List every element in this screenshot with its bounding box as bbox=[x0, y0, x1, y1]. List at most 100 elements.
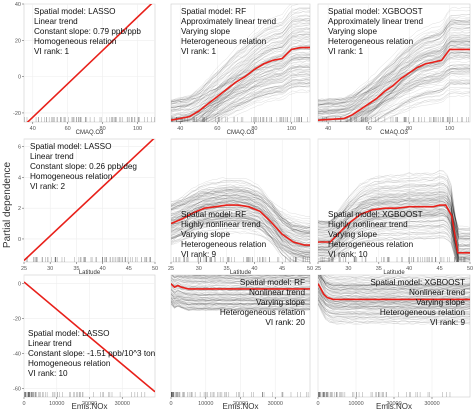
ice-curve bbox=[320, 275, 470, 287]
annotation-line: Constant slope: 0.26 ppb/deg bbox=[30, 162, 137, 171]
ice-curve bbox=[318, 41, 470, 102]
ice-curve bbox=[318, 209, 470, 262]
ice-curve bbox=[318, 294, 470, 308]
annotation-line: Spatial model: RF bbox=[240, 278, 305, 287]
ice-curve bbox=[318, 186, 470, 235]
ice-curve bbox=[171, 202, 310, 240]
ice-curve bbox=[318, 40, 470, 101]
ice-curve bbox=[318, 21, 470, 106]
ice-curve bbox=[171, 293, 310, 300]
plot-area bbox=[318, 275, 470, 397]
ice-curve bbox=[318, 231, 470, 261]
x-tick-label: 80 bbox=[100, 126, 106, 132]
x-tick-label: 60 bbox=[65, 126, 71, 132]
ice-curve bbox=[318, 283, 470, 304]
ice-curve bbox=[318, 285, 470, 299]
annotation-line: Varying slope bbox=[256, 298, 305, 307]
panel-4: 25 30 35 40 45 50 Latitude Spatial model: RFHig… bbox=[168, 138, 313, 276]
ice-curve bbox=[318, 200, 470, 228]
ice-curve bbox=[171, 194, 310, 247]
ice-curve bbox=[318, 20, 470, 120]
ice-curve bbox=[318, 219, 458, 262]
ice-curve bbox=[318, 215, 458, 262]
ice-curve bbox=[318, 275, 470, 298]
ice-curve bbox=[318, 28, 470, 112]
ice-curve bbox=[318, 224, 470, 256]
ice-curve bbox=[358, 68, 470, 122]
ice-curve bbox=[171, 213, 310, 238]
ice-curve bbox=[171, 197, 310, 256]
ice-curve bbox=[171, 65, 310, 119]
ice-curve bbox=[185, 275, 303, 276]
ice-curve bbox=[318, 199, 470, 240]
x-tick-label: 80 bbox=[251, 126, 257, 132]
x-tick-label: 40 bbox=[406, 266, 412, 272]
ice-curve bbox=[318, 20, 470, 111]
ice-curve bbox=[318, 303, 470, 323]
pd-line bbox=[171, 204, 310, 246]
ice-curve bbox=[171, 73, 310, 117]
ice-curve bbox=[171, 179, 310, 232]
ice-curve bbox=[353, 46, 470, 122]
ice-curve bbox=[171, 219, 310, 247]
ice-curve bbox=[201, 83, 310, 122]
ice-curve bbox=[318, 22, 470, 120]
ice-curve bbox=[322, 275, 470, 287]
ice-curve bbox=[214, 89, 310, 122]
ice-curve bbox=[206, 81, 310, 122]
pd-line bbox=[24, 139, 155, 262]
ice-curve bbox=[318, 275, 470, 285]
ice-curve bbox=[171, 209, 310, 237]
ice-curve bbox=[318, 9, 470, 108]
ice-curve bbox=[318, 43, 470, 104]
ice-curve bbox=[327, 275, 470, 278]
ice-curve bbox=[183, 275, 310, 277]
ice-curve bbox=[171, 209, 310, 244]
ice-curve bbox=[318, 232, 457, 262]
ice-curve bbox=[171, 46, 310, 109]
ice-curve bbox=[318, 214, 470, 261]
ice-curve bbox=[319, 275, 470, 290]
ice-curve bbox=[171, 213, 290, 262]
ice-curve bbox=[318, 67, 470, 111]
ice-curve bbox=[171, 218, 310, 260]
ice-curve bbox=[318, 213, 470, 253]
panel-6: 0 10000 20000 30000 0 -20 -40 -60 Emis.NOx Spatia… bbox=[13, 274, 156, 411]
ice-curve bbox=[318, 201, 470, 247]
ice-curve bbox=[171, 179, 310, 238]
ice-curve bbox=[318, 175, 470, 241]
ice-curve bbox=[322, 275, 470, 285]
ice-curve bbox=[318, 303, 470, 323]
ice-curve bbox=[171, 288, 310, 295]
ice-curve bbox=[318, 183, 470, 235]
ice-curve bbox=[171, 219, 292, 262]
ice-curve bbox=[171, 56, 310, 104]
ice-curve bbox=[318, 217, 470, 248]
ice-curve bbox=[171, 223, 310, 253]
ice-curve bbox=[318, 300, 470, 316]
ice-curve bbox=[171, 208, 296, 262]
ice-curve bbox=[318, 190, 470, 253]
x-axis-label: Latitude bbox=[79, 270, 101, 276]
x-axis-label: Emis.NOx bbox=[223, 402, 259, 410]
ice-curve bbox=[171, 193, 310, 229]
annotation-line: Varying slope bbox=[181, 27, 230, 36]
ice-curve bbox=[318, 280, 470, 302]
ice-curve bbox=[171, 213, 310, 237]
ice-curve bbox=[171, 299, 310, 305]
ice-curve bbox=[318, 237, 458, 262]
ice-curve bbox=[171, 282, 310, 292]
ice-curve bbox=[171, 9, 310, 105]
ice-curve bbox=[318, 194, 470, 257]
ice-curve bbox=[318, 208, 470, 253]
ice-curve bbox=[190, 275, 310, 276]
ice-curve bbox=[171, 279, 310, 284]
ice-curve bbox=[171, 51, 310, 108]
ice-curve bbox=[171, 275, 310, 281]
ice-curve bbox=[318, 284, 470, 306]
annotation-line: Spatial model: XGBOOST bbox=[328, 210, 423, 219]
ice-curve bbox=[171, 215, 310, 241]
ice-curve bbox=[318, 275, 470, 297]
ice-curve bbox=[318, 193, 470, 255]
x-tick-label: 50 bbox=[152, 266, 158, 272]
